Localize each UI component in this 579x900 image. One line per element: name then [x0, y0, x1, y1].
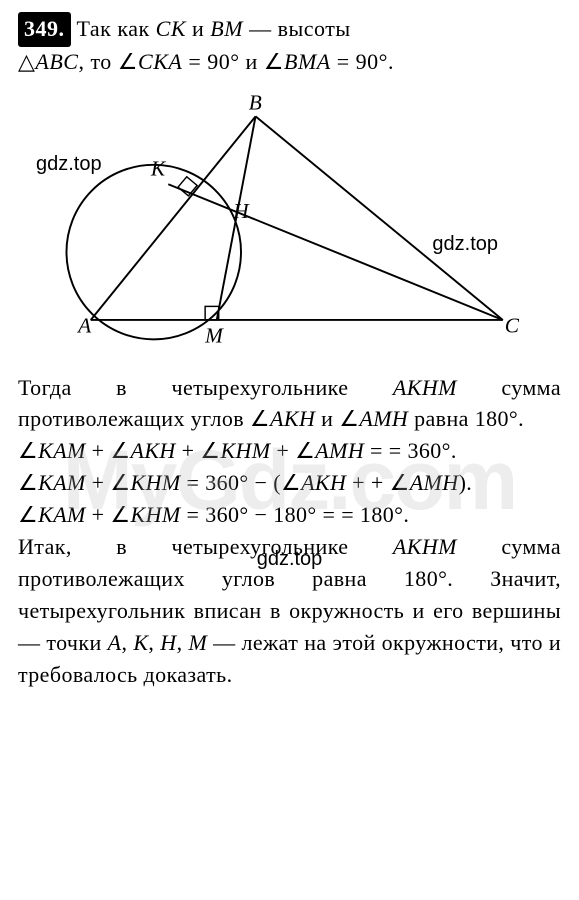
altitude-ck	[168, 184, 503, 320]
label-k: K	[150, 156, 167, 180]
solution-p1: Тогда в четырехугольнике AKHM сумма прот…	[18, 372, 561, 436]
label-a: A	[76, 313, 92, 337]
label-m: M	[204, 323, 224, 347]
solution-p4: ∠KAM + ∠KHM = 360° − 180° = = 180°.	[18, 499, 561, 531]
label-h: H	[232, 199, 250, 223]
diagram-svg: A B C K H M	[18, 88, 561, 358]
circle	[66, 164, 241, 339]
solution-p3: ∠KAM + ∠KHM = 360° − (∠AKH + + ∠AMH).	[18, 467, 561, 499]
solution-p2: ∠KAM + ∠AKH + ∠KHM + ∠AMH = = 360°.	[18, 435, 561, 467]
label-b: B	[249, 90, 262, 114]
geometry-diagram: gdz.top gdz.top A B C K H M	[18, 88, 561, 358]
solution-text: Тогда в четырехугольнике AKHM сумма прот…	[18, 372, 561, 691]
edge-ab	[91, 116, 256, 320]
solution-p5: Итак, в четырехугольнике AKHM сумма прот…	[18, 531, 561, 690]
problem-statement-line2: △ABC, то ∠CKA = 90° и ∠BMA = 90°.	[18, 47, 561, 78]
problem-number: 349.	[18, 12, 71, 47]
problem-statement-line1: 349.Так как CK и BM — высоты	[18, 12, 561, 47]
label-c: C	[505, 313, 520, 337]
edge-bc	[256, 116, 503, 320]
